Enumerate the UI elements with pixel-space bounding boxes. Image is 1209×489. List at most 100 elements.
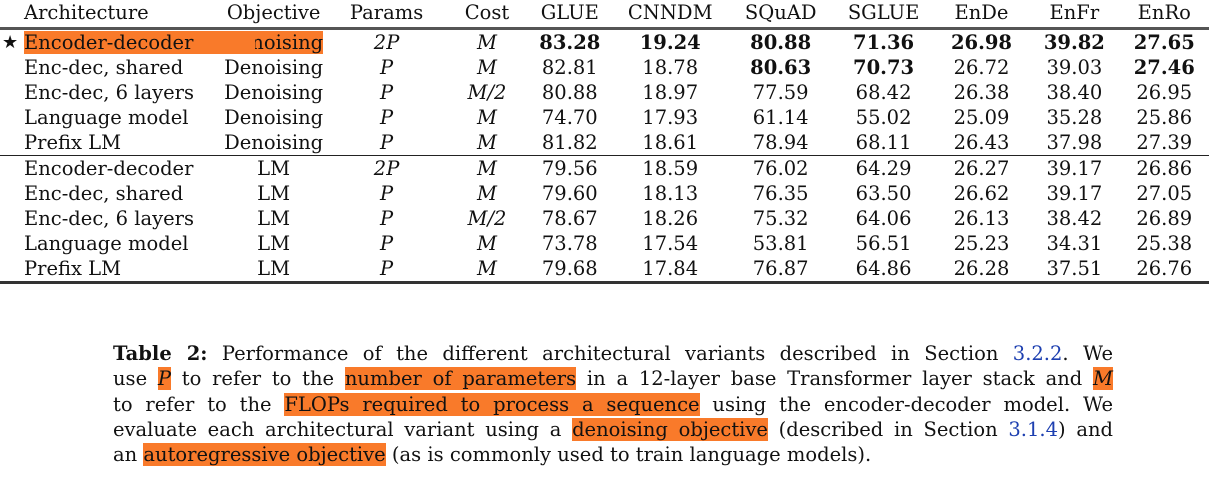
architecture-name: Encoder-decoder — [24, 31, 256, 54]
architecture-name: Prefix LM — [24, 131, 122, 154]
cell-score: 38.40 — [1046, 81, 1103, 104]
cell-score: 64.29 — [855, 157, 912, 180]
cell-score: 26.72 — [953, 56, 1010, 79]
cell-score: 18.61 — [642, 131, 699, 154]
cell-cost: M — [476, 106, 497, 129]
cell-score: 25.38 — [1136, 232, 1193, 255]
caption-text: an — [113, 443, 144, 467]
caption-text: Performance of the different architectur… — [207, 342, 1013, 365]
highlight-m: M — [1093, 367, 1113, 391]
cell-score: 64.86 — [855, 257, 912, 280]
cell-objective: LM — [221, 256, 326, 283]
cell-score: 76.87 — [752, 257, 809, 280]
cell-score: 17.54 — [642, 232, 699, 255]
lm-group: Encoder-decoder LM 2P M 79.56 18.59 76.02 64.29… — [0, 155, 1209, 283]
cell-score: 18.26 — [642, 207, 699, 230]
architecture-name: Encoder-decoder — [24, 157, 194, 180]
cell-score: 79.56 — [541, 157, 598, 180]
caption-text: evaluate each architectural variant usin… — [113, 417, 573, 441]
table-row: Enc-dec, 6 layers Denoising P M/2 80.88 18.97… — [0, 80, 1209, 105]
col-header-glue: GLUE — [540, 1, 599, 24]
architecture-name: Language model — [24, 106, 189, 129]
cell-score: 70.73 — [853, 56, 915, 79]
caption-text: (described in Section — [767, 417, 1009, 441]
caption-line-4: evaluate each architectural variant usin… — [113, 417, 1113, 442]
table-row: Enc-dec, shared LM P M 79.60 18.13 76.35 63.50 2… — [0, 181, 1209, 206]
cell-architecture: Enc-dec, 6 layers — [0, 206, 221, 231]
caption-text: to refer to the — [113, 392, 285, 416]
caption-text: . We — [1062, 342, 1113, 365]
cell-cost: M/2 — [467, 81, 507, 104]
highlight-p: P — [157, 367, 171, 391]
highlight-autoregressive-objective: autoregressive objective — [143, 443, 386, 467]
col-header-sglue: SGLUE — [847, 1, 920, 24]
cell-params: P — [380, 182, 394, 205]
objective-name: LM — [257, 157, 291, 180]
col-header-cnndm: CNNDM — [627, 1, 713, 24]
caption-line-5: an autoregressive objective (as is commo… — [113, 442, 1113, 467]
cell-params: P — [380, 106, 394, 129]
cell-score: 17.93 — [642, 106, 699, 129]
table-row: Prefix LM LM P M 79.68 17.84 76.87 64.86 26.28 37… — [0, 256, 1209, 283]
cell-score: 77.59 — [752, 81, 809, 104]
col-header-cost: Cost — [464, 1, 510, 24]
caption-text: using the encoder-decoder model. We — [699, 392, 1113, 416]
cell-score: 80.88 — [750, 31, 812, 54]
cell-score: 26.76 — [1136, 257, 1193, 280]
cell-objective: LM — [221, 156, 326, 182]
cell-score: 25.23 — [953, 232, 1010, 255]
table-row: Language model Denoising P M 74.70 17.93 61.14… — [0, 105, 1209, 130]
cell-score: 39.82 — [1043, 31, 1105, 54]
cell-cost: M/2 — [467, 207, 507, 230]
section-link-3-1-4[interactable]: 3.1.4 — [1008, 417, 1059, 441]
cell-architecture: Enc-dec, shared — [0, 181, 221, 206]
objective-name: Denoising — [224, 106, 324, 129]
cell-score: 76.02 — [752, 157, 809, 180]
cell-score: 79.60 — [541, 182, 598, 205]
objective-name: LM — [257, 182, 291, 205]
cell-objective: LM — [221, 181, 326, 206]
results-table: Architecture Objective Params Cost GLUE … — [0, 0, 1209, 283]
cell-score: 25.09 — [953, 106, 1010, 129]
cell-score: 78.94 — [752, 131, 809, 154]
cell-score: 75.32 — [752, 207, 809, 230]
cell-score: 27.39 — [1136, 131, 1193, 154]
cell-score: 26.38 — [953, 81, 1010, 104]
header-row: Architecture Objective Params Cost GLUE … — [0, 0, 1209, 29]
cell-objective: LM — [221, 231, 326, 256]
cell-score: 80.63 — [750, 56, 812, 79]
cell-objective: Denoising — [221, 105, 326, 130]
cell-params: P — [380, 131, 394, 154]
highlight-flops: FLOPs required to process a sequence — [284, 392, 700, 416]
cell-score: 76.35 — [752, 182, 809, 205]
col-header-ende: EnDe — [954, 1, 1009, 24]
cell-score: 18.59 — [642, 157, 699, 180]
highlight-number-of-parameters: number of parameters — [344, 367, 577, 391]
architecture-name: Enc-dec, shared — [24, 182, 184, 205]
cell-score: 25.86 — [1136, 106, 1193, 129]
cell-architecture: ★ Encoder-decoder — [0, 29, 256, 56]
col-header-objective: Objective — [226, 1, 321, 24]
caption-text: to refer to the — [171, 367, 345, 391]
star-icon: ★ — [2, 32, 19, 53]
objective-name: Denoising — [224, 81, 324, 104]
cell-score: 80.88 — [541, 81, 598, 104]
cell-score: 26.62 — [953, 182, 1010, 205]
cell-architecture: Enc-dec, 6 layers — [0, 80, 221, 105]
table-row: ★ Encoder-decoder Denoising 2P M 83.28 19.24 80… — [0, 29, 1209, 56]
objective-name: LM — [257, 257, 291, 280]
cell-objective: Denoising — [221, 130, 326, 156]
cell-score: 26.98 — [950, 31, 1012, 54]
cell-score: 26.43 — [953, 131, 1010, 154]
cell-score: 35.28 — [1046, 106, 1103, 129]
cell-params: P — [380, 257, 394, 280]
cell-score: 19.24 — [639, 31, 701, 54]
cell-score: 18.97 — [642, 81, 699, 104]
architecture-name: Prefix LM — [24, 257, 122, 280]
architecture-name: Enc-dec, 6 layers — [24, 81, 194, 104]
table-row: Enc-dec, 6 layers LM P M/2 78.67 18.26 75.32 64… — [0, 206, 1209, 231]
cell-score: 26.95 — [1136, 81, 1193, 104]
cell-architecture: Language model — [0, 105, 221, 130]
section-link-3-2-2[interactable]: 3.2.2 — [1012, 342, 1063, 365]
cell-cost: M — [476, 257, 497, 280]
